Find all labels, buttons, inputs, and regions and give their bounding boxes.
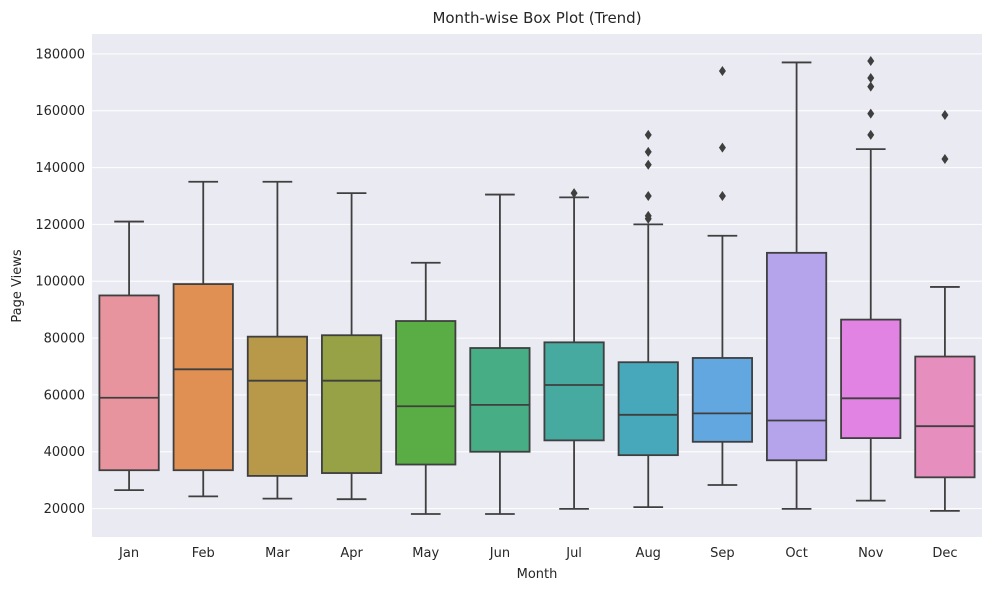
- outlier-point: [941, 109, 949, 120]
- box-dec: [914, 109, 976, 512]
- y-tick-label: 20000: [44, 502, 85, 517]
- outlier-point: [867, 55, 875, 66]
- iqr-box: [691, 357, 753, 443]
- outlier-point: [867, 81, 875, 92]
- outlier-point: [718, 142, 726, 153]
- x-axis-label: Month: [517, 567, 558, 582]
- box-jul: [543, 188, 605, 510]
- box-apr: [321, 192, 383, 501]
- y-axis-label: Page Views: [10, 249, 25, 322]
- plot-background: [92, 34, 982, 537]
- box-jun: [469, 193, 531, 515]
- x-tick-label: Feb: [192, 546, 215, 561]
- iqr-box: [321, 334, 383, 474]
- box-nov: [840, 55, 902, 502]
- y-tick-labels: 20000 40000 60000 80000 100000 120000 140000 16…: [35, 47, 85, 517]
- outlier-point: [867, 73, 875, 84]
- iqr-box: [617, 361, 679, 457]
- x-tick-label: Nov: [858, 546, 884, 561]
- outlier-point: [570, 188, 578, 199]
- iqr-box: [172, 283, 234, 472]
- iqr-box: [914, 355, 976, 479]
- x-tick-labels: Jan Feb Mar Apr May Jun Jul Aug Sep Oct Nov Dec: [118, 546, 957, 561]
- outlier-point: [867, 108, 875, 119]
- x-tick-label: Jun: [489, 546, 510, 561]
- outlier-point: [867, 129, 875, 140]
- box-mar: [246, 180, 308, 500]
- x-tick-label: May: [412, 546, 439, 561]
- x-tick-label: Apr: [340, 546, 363, 561]
- x-tick-label: Mar: [265, 546, 290, 561]
- outlier-point: [644, 159, 652, 170]
- chart-title: Month-wise Box Plot (Trend): [432, 9, 641, 27]
- y-tick-label: 60000: [44, 388, 85, 403]
- outlier-point: [644, 190, 652, 201]
- iqr-box: [766, 251, 828, 462]
- x-tick-label: Oct: [785, 546, 807, 561]
- iqr-box: [395, 320, 457, 466]
- iqr-box: [840, 318, 902, 440]
- x-tick-label: Jul: [565, 546, 582, 561]
- y-tick-label: 100000: [35, 275, 85, 290]
- iqr-box: [469, 347, 531, 453]
- box-sep: [691, 65, 753, 486]
- outlier-point: [718, 190, 726, 201]
- x-tick-label: Sep: [710, 546, 735, 561]
- y-tick-label: 160000: [35, 104, 85, 119]
- iqr-box: [246, 335, 308, 477]
- y-tick-label: 120000: [35, 218, 85, 233]
- box-feb: [172, 180, 234, 498]
- x-tick-label: Jan: [118, 546, 139, 561]
- x-tick-label: Aug: [636, 546, 661, 561]
- box-may: [395, 261, 457, 515]
- outlier-point: [941, 154, 949, 165]
- iqr-box: [98, 294, 160, 472]
- y-tick-label: 140000: [35, 161, 85, 176]
- box-jan: [98, 220, 160, 492]
- y-tick-label: 180000: [35, 47, 85, 62]
- y-tick-label: 80000: [44, 332, 85, 347]
- outlier-point: [644, 129, 652, 140]
- box-aug: [617, 129, 679, 509]
- box-oct: [766, 61, 828, 510]
- outlier-point: [718, 65, 726, 76]
- outlier-point: [644, 146, 652, 157]
- y-tick-label: 40000: [44, 445, 85, 460]
- boxes: [98, 55, 976, 515]
- gridlines: [92, 53, 982, 510]
- x-tick-label: Dec: [932, 546, 957, 561]
- outlier-point: [644, 210, 652, 221]
- iqr-box: [543, 341, 605, 442]
